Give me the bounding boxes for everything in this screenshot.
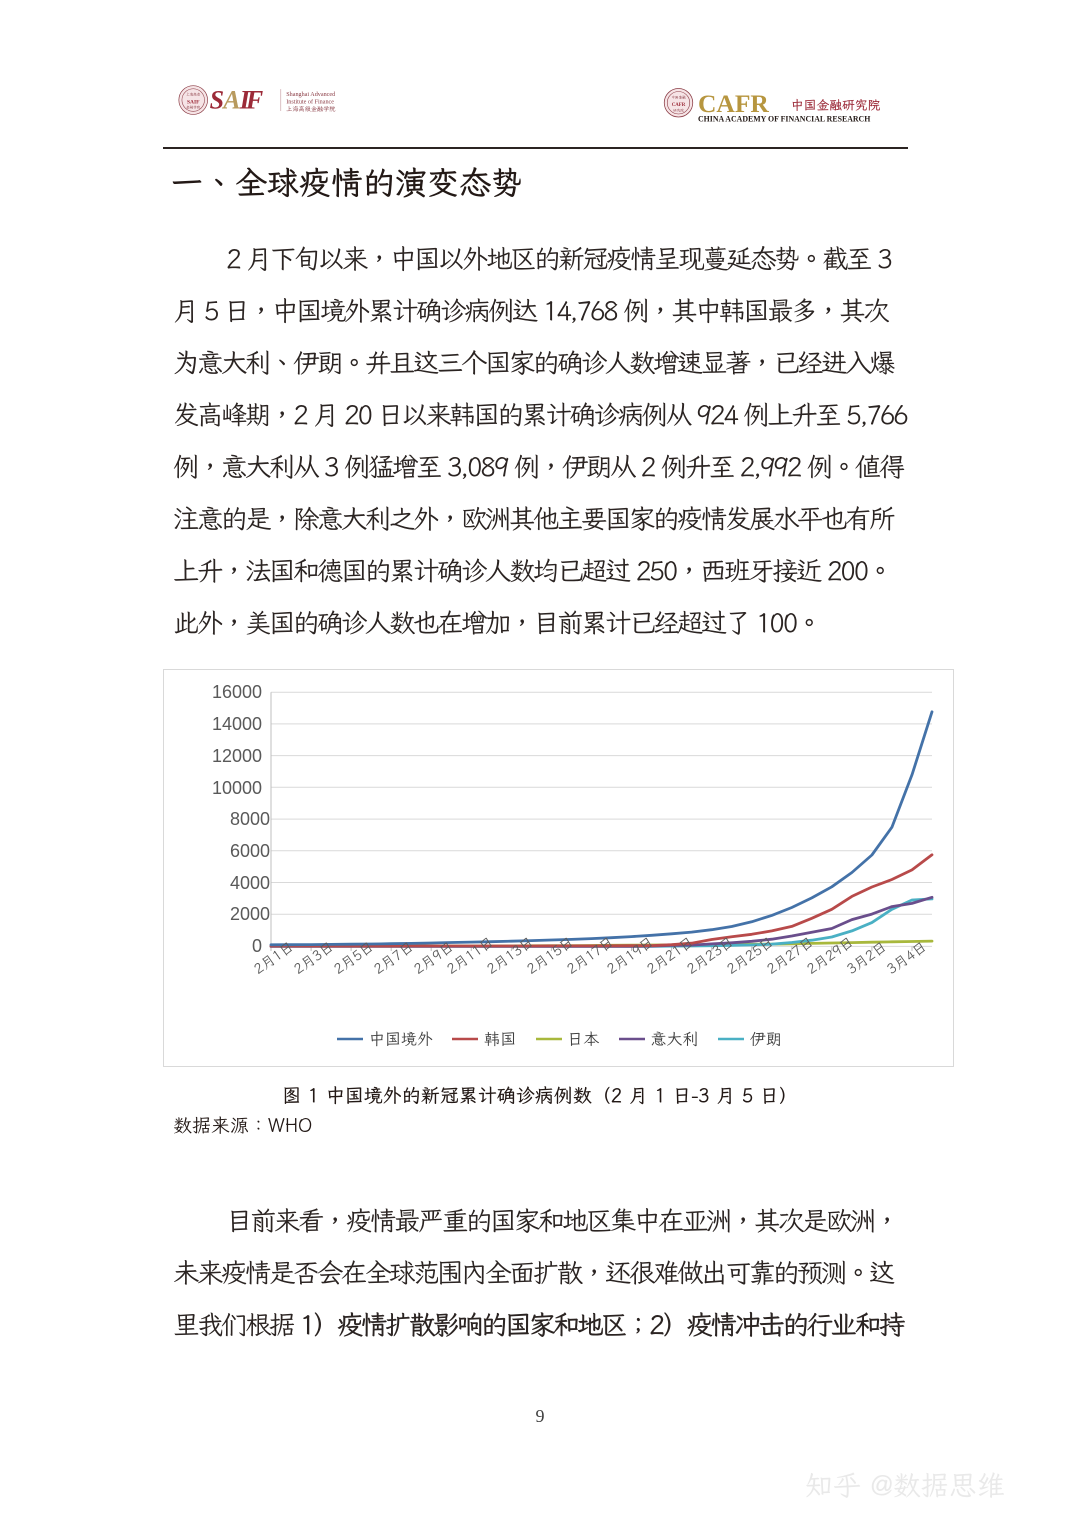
svg-text:F: F	[245, 85, 263, 114]
svg-text:金融学院: 金融学院	[186, 105, 201, 111]
svg-text:中国金融研究院: 中国金融研究院	[791, 97, 880, 114]
svg-text:CHINA ACADEMY OF FINANCIAL RES: CHINA ACADEMY OF FINANCIAL RESEARCH	[698, 115, 870, 124]
svg-text:S: S	[210, 85, 224, 114]
svg-text:CAFR: CAFR	[672, 103, 686, 108]
svg-text:SAIF: SAIF	[187, 99, 200, 105]
svg-text:上海高金: 上海高金	[186, 92, 201, 97]
svg-text:Shanghai Advanced: Shanghai Advanced	[286, 92, 335, 98]
svg-text:上海高级金融学院: 上海高级金融学院	[286, 105, 335, 113]
svg-text:A: A	[221, 85, 240, 114]
svg-text:研究院: 研究院	[673, 108, 684, 113]
svg-text:CAFR: CAFR	[698, 89, 769, 118]
svg-text:中国金融: 中国金融	[671, 94, 686, 100]
